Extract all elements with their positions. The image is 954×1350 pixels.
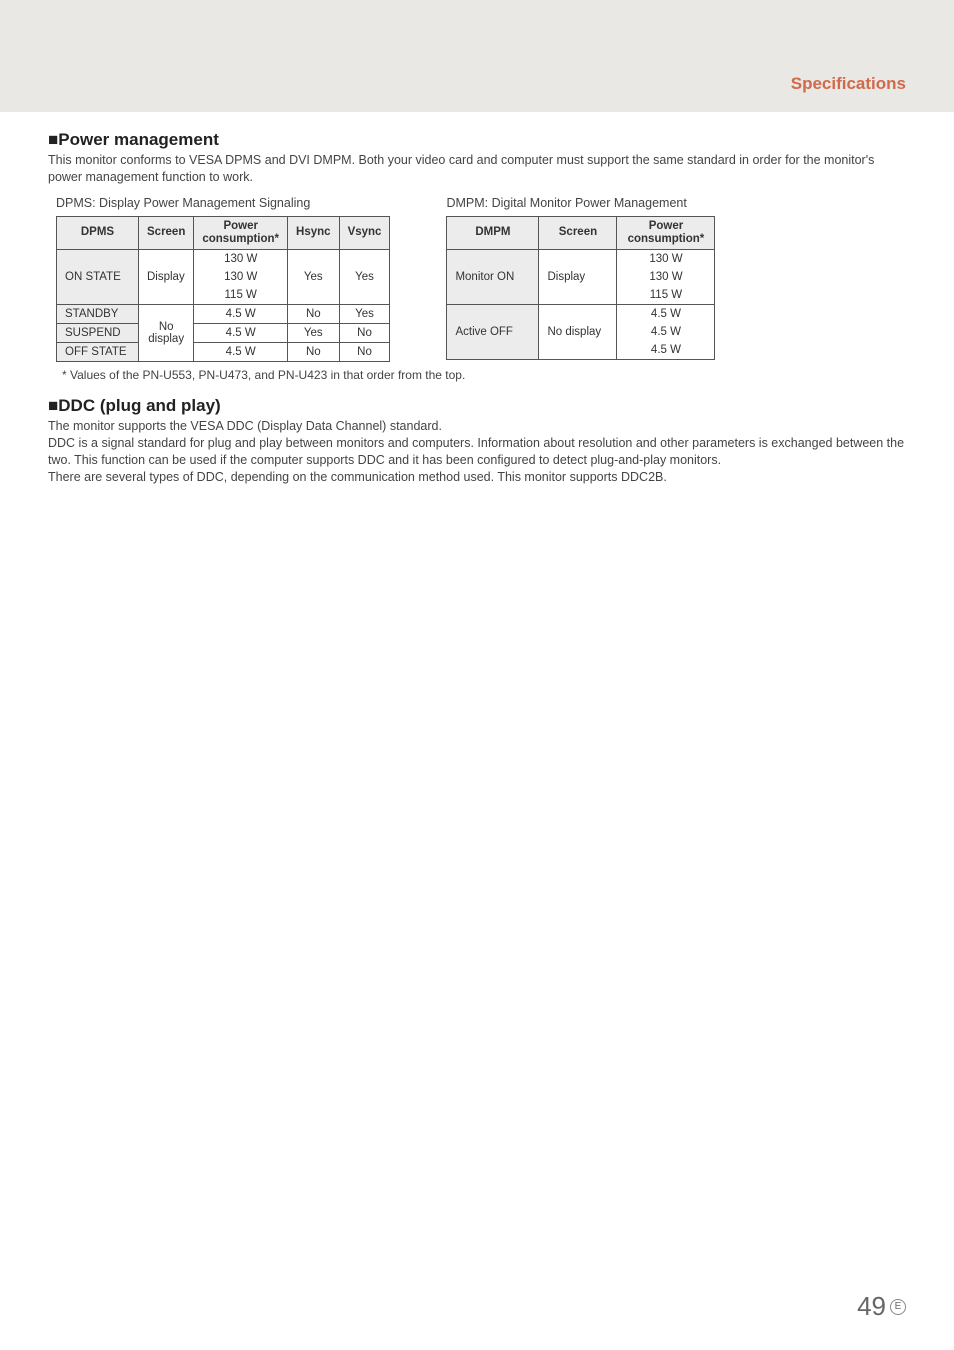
- th-dpms: DPMS: [57, 216, 139, 249]
- cell-power: 130 W: [194, 268, 288, 286]
- cell-vsync: Yes: [339, 250, 390, 305]
- table-row: STANDBY Nodisplay 4.5 W No Yes: [57, 305, 390, 324]
- dmpm-caption: DMPM: Digital Monitor Power Management: [446, 196, 715, 210]
- specifications-title: Specifications: [791, 74, 906, 112]
- cell-power: 130 W: [617, 250, 715, 269]
- cell-power: 4.5 W: [194, 343, 288, 362]
- section-ddc-title: ■DDC (plug and play): [48, 396, 906, 416]
- cell-power: 115 W: [617, 286, 715, 305]
- dpms-table: DPMS Screen Powerconsumption* Hsync Vsyn…: [56, 216, 390, 362]
- page-content: ■Power management This monitor conforms …: [0, 112, 954, 486]
- cell-suspend: SUSPEND: [57, 324, 139, 343]
- cell-vsync: No: [339, 324, 390, 343]
- table-row: OFF STATE 4.5 W No No: [57, 343, 390, 362]
- section-power-management-title: ■Power management: [48, 130, 906, 150]
- cell-on-state: ON STATE: [57, 250, 139, 305]
- section-power-management-body: This monitor conforms to VESA DPMS and D…: [48, 152, 906, 186]
- cell-display: Display: [139, 250, 194, 305]
- footnote: * Values of the PN-U553, PN-U473, and PN…: [62, 368, 906, 382]
- ddc-p3: There are several types of DDC, dependin…: [48, 469, 906, 486]
- cell-power: 4.5 W: [617, 341, 715, 360]
- cell-vsync: No: [339, 343, 390, 362]
- cell-display: Display: [539, 250, 617, 305]
- cell-hsync: Yes: [288, 250, 340, 305]
- ddc-p1: The monitor supports the VESA DDC (Displ…: [48, 418, 906, 435]
- cell-no-display: Nodisplay: [139, 305, 194, 362]
- th-vsync: Vsync: [339, 216, 390, 249]
- cell-power: 115 W: [194, 286, 288, 305]
- cell-off-state: OFF STATE: [57, 343, 139, 362]
- dmpm-block: DMPM: Digital Monitor Power Management D…: [438, 196, 715, 362]
- table-row: ON STATE Display 130 W Yes Yes: [57, 250, 390, 269]
- table-row: SUSPEND 4.5 W Yes No: [57, 324, 390, 343]
- table-row: DMPM Screen Powerconsumption*: [447, 216, 715, 249]
- page-lang-icon: E: [890, 1299, 906, 1315]
- cell-hsync: No: [288, 305, 340, 324]
- cell-hsync: No: [288, 343, 340, 362]
- page-number: 49 E: [857, 1291, 906, 1322]
- table-row: Monitor ON Display 130 W: [447, 250, 715, 269]
- cell-monitor-on: Monitor ON: [447, 250, 539, 305]
- cell-no-display: No display: [539, 305, 617, 360]
- cell-standby: STANDBY: [57, 305, 139, 324]
- cell-power: 4.5 W: [194, 305, 288, 324]
- cell-power: 130 W: [617, 268, 715, 286]
- th-screen: Screen: [539, 216, 617, 249]
- ddc-p2: DDC is a signal standard for plug and pl…: [48, 435, 906, 469]
- table-row: Active OFF No display 4.5 W: [447, 305, 715, 324]
- dpms-caption: DPMS: Display Power Management Signaling: [56, 196, 390, 210]
- cell-power: 4.5 W: [617, 323, 715, 341]
- page-num-value: 49: [857, 1291, 886, 1322]
- table-row: DPMS Screen Powerconsumption* Hsync Vsyn…: [57, 216, 390, 249]
- cell-active-off: Active OFF: [447, 305, 539, 360]
- dpms-block: DPMS: Display Power Management Signaling…: [48, 196, 390, 362]
- cell-power: 4.5 W: [194, 324, 288, 343]
- th-dmpm: DMPM: [447, 216, 539, 249]
- th-hsync: Hsync: [288, 216, 340, 249]
- cell-power: 4.5 W: [617, 305, 715, 324]
- cell-hsync: Yes: [288, 324, 340, 343]
- cell-power: 130 W: [194, 250, 288, 269]
- th-power: Powerconsumption*: [617, 216, 715, 249]
- dmpm-table: DMPM Screen Powerconsumption* Monitor ON…: [446, 216, 715, 360]
- th-power: Powerconsumption*: [194, 216, 288, 249]
- tables-row: DPMS: Display Power Management Signaling…: [48, 196, 906, 362]
- header-bar: Specifications: [0, 0, 954, 112]
- cell-vsync: Yes: [339, 305, 390, 324]
- th-screen: Screen: [139, 216, 194, 249]
